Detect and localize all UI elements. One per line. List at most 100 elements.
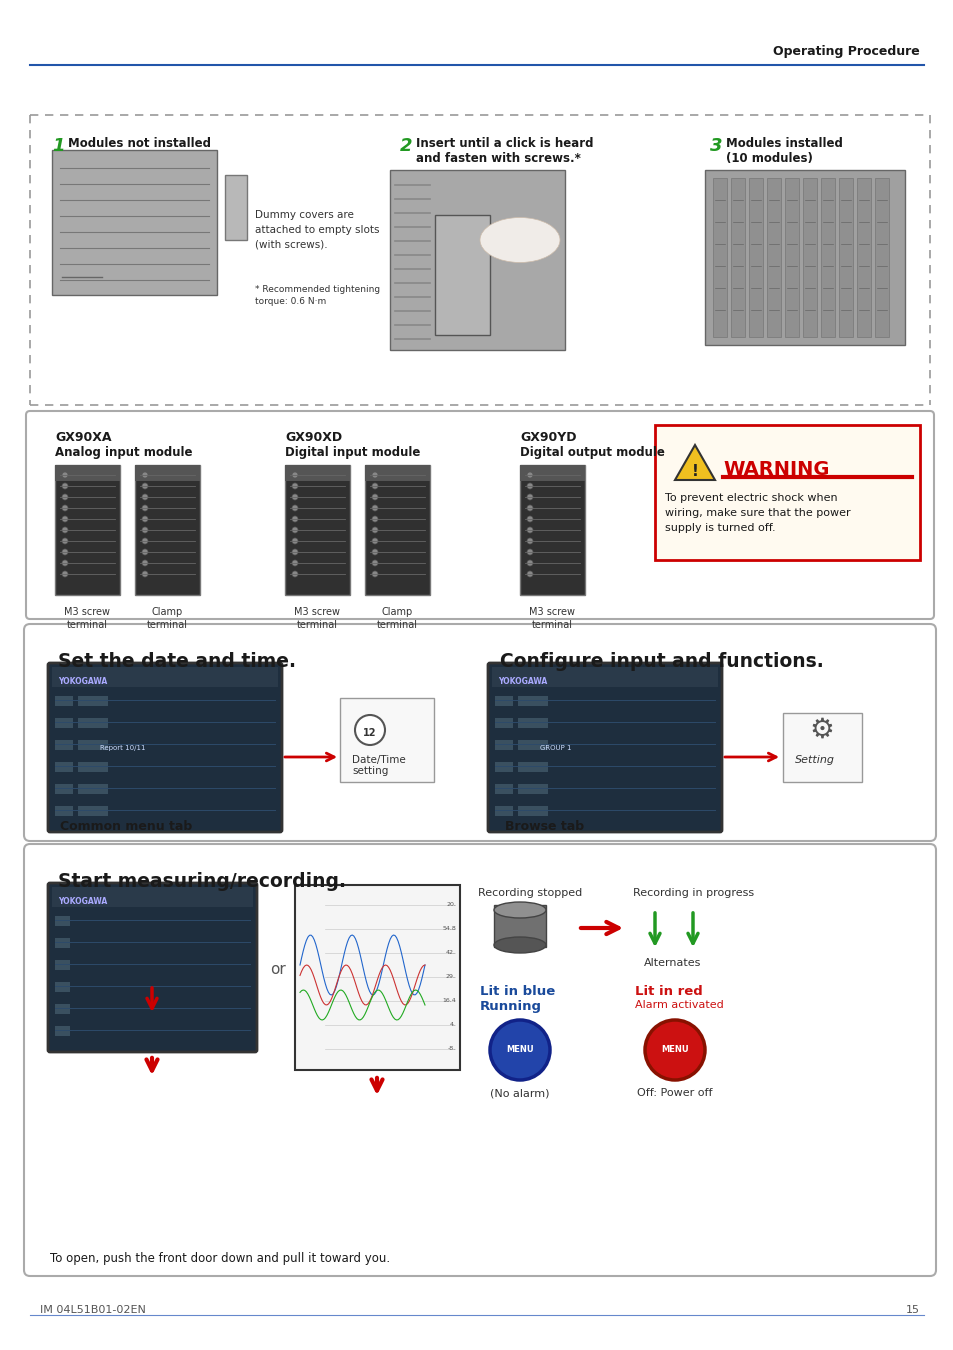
FancyBboxPatch shape <box>517 761 547 772</box>
Circle shape <box>292 560 297 566</box>
FancyBboxPatch shape <box>135 464 200 481</box>
Circle shape <box>372 549 377 555</box>
Text: GX90XD: GX90XD <box>285 431 342 444</box>
Text: YOKOGAWA: YOKOGAWA <box>497 676 547 686</box>
Circle shape <box>644 1021 704 1080</box>
Circle shape <box>62 494 68 499</box>
Text: Digital output module: Digital output module <box>519 446 664 459</box>
FancyBboxPatch shape <box>78 806 108 815</box>
Text: Operating Procedure: Operating Procedure <box>773 45 919 58</box>
Text: To prevent electric shock when
wiring, make sure that the power
supply is turned: To prevent electric shock when wiring, m… <box>664 493 850 533</box>
Ellipse shape <box>494 937 545 953</box>
Circle shape <box>142 539 148 544</box>
FancyBboxPatch shape <box>495 761 513 772</box>
FancyBboxPatch shape <box>24 844 935 1276</box>
Text: 16.4: 16.4 <box>442 999 456 1003</box>
FancyBboxPatch shape <box>285 464 350 481</box>
FancyBboxPatch shape <box>856 178 870 338</box>
Text: 54.8: 54.8 <box>442 926 456 931</box>
Text: Digital input module: Digital input module <box>285 446 420 459</box>
Ellipse shape <box>355 716 385 745</box>
FancyBboxPatch shape <box>55 697 73 706</box>
FancyBboxPatch shape <box>55 740 73 751</box>
FancyBboxPatch shape <box>838 178 852 338</box>
Circle shape <box>62 526 68 533</box>
Ellipse shape <box>479 217 559 262</box>
Circle shape <box>62 571 68 576</box>
Text: and fasten with screws.*: and fasten with screws.* <box>416 153 580 165</box>
Text: Alternates: Alternates <box>643 958 701 968</box>
Circle shape <box>526 549 533 555</box>
FancyBboxPatch shape <box>519 464 584 481</box>
Circle shape <box>526 494 533 499</box>
FancyBboxPatch shape <box>390 170 564 350</box>
FancyBboxPatch shape <box>517 697 547 706</box>
FancyBboxPatch shape <box>495 740 513 751</box>
Text: ⚙: ⚙ <box>809 716 834 744</box>
Circle shape <box>372 539 377 544</box>
Circle shape <box>142 494 148 499</box>
Polygon shape <box>675 446 714 481</box>
Text: Dummy covers are
attached to empty slots
(with screws).: Dummy covers are attached to empty slots… <box>254 211 379 250</box>
Text: Clamp
terminal: Clamp terminal <box>147 608 188 630</box>
Text: Start measuring/recording.: Start measuring/recording. <box>58 872 346 891</box>
Circle shape <box>142 483 148 489</box>
Text: or: or <box>270 963 286 977</box>
Text: 42.: 42. <box>446 950 456 956</box>
Circle shape <box>142 516 148 522</box>
Circle shape <box>142 526 148 533</box>
Text: M3 screw
terminal: M3 screw terminal <box>294 608 339 630</box>
Text: M3 screw
terminal: M3 screw terminal <box>529 608 575 630</box>
Circle shape <box>372 526 377 533</box>
FancyBboxPatch shape <box>517 784 547 794</box>
Circle shape <box>526 539 533 544</box>
Circle shape <box>526 483 533 489</box>
Circle shape <box>142 505 148 512</box>
FancyBboxPatch shape <box>52 667 277 687</box>
FancyBboxPatch shape <box>55 981 70 992</box>
Ellipse shape <box>494 902 545 918</box>
Circle shape <box>526 516 533 522</box>
FancyBboxPatch shape <box>784 178 799 338</box>
FancyBboxPatch shape <box>55 960 70 971</box>
Text: Lit in blue: Lit in blue <box>479 986 555 998</box>
Text: -8.: -8. <box>447 1046 456 1052</box>
FancyBboxPatch shape <box>55 718 73 728</box>
FancyBboxPatch shape <box>285 464 350 595</box>
FancyBboxPatch shape <box>55 806 73 815</box>
Text: Set the date and time.: Set the date and time. <box>58 652 295 671</box>
Circle shape <box>526 526 533 533</box>
Circle shape <box>292 539 297 544</box>
Text: !: ! <box>691 464 698 479</box>
FancyBboxPatch shape <box>517 806 547 815</box>
Circle shape <box>142 560 148 566</box>
FancyBboxPatch shape <box>52 150 216 296</box>
Text: GROUP 1: GROUP 1 <box>539 745 571 751</box>
FancyBboxPatch shape <box>78 784 108 794</box>
FancyBboxPatch shape <box>517 740 547 751</box>
FancyBboxPatch shape <box>55 464 120 595</box>
FancyBboxPatch shape <box>519 464 584 595</box>
FancyBboxPatch shape <box>782 713 862 782</box>
FancyBboxPatch shape <box>802 178 816 338</box>
Text: 20.: 20. <box>446 903 456 907</box>
FancyBboxPatch shape <box>766 178 781 338</box>
FancyBboxPatch shape <box>78 740 108 751</box>
Text: 1: 1 <box>52 136 65 155</box>
Text: 12: 12 <box>363 728 376 738</box>
Text: M3 screw
terminal: M3 screw terminal <box>64 608 110 630</box>
FancyBboxPatch shape <box>495 697 513 706</box>
Text: MENU: MENU <box>506 1045 534 1054</box>
Circle shape <box>62 472 68 478</box>
Circle shape <box>526 560 533 566</box>
FancyBboxPatch shape <box>52 887 253 907</box>
Circle shape <box>526 505 533 512</box>
Text: To open, push the front door down and pull it toward you.: To open, push the front door down and pu… <box>50 1251 390 1265</box>
Text: Report 10/11: Report 10/11 <box>100 745 146 751</box>
Circle shape <box>490 1021 550 1080</box>
Text: setting: setting <box>352 765 388 776</box>
Text: Browse tab: Browse tab <box>504 819 583 833</box>
Circle shape <box>142 472 148 478</box>
Text: YOKOGAWA: YOKOGAWA <box>58 896 107 906</box>
FancyBboxPatch shape <box>48 663 282 832</box>
